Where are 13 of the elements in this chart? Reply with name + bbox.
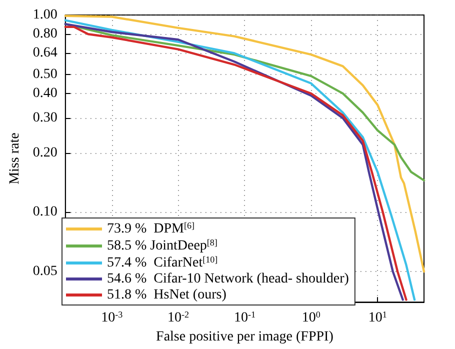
legend-label: 54.6 % Cifar-10 Network (head- shoulder) — [107, 272, 350, 286]
y-tick-label: 0.64 — [32, 46, 58, 61]
y-tick-label: 0.10 — [32, 204, 58, 220]
y-tick-label: 0.80 — [32, 26, 58, 42]
y-tick-label: 1.00 — [32, 8, 58, 22]
x-axis-title: False positive per image (FPPI) — [156, 330, 334, 344]
y-tick-label: 0.50 — [32, 66, 58, 82]
y-tick-label: 0.30 — [32, 110, 58, 126]
y-tick-label: 0.20 — [32, 145, 58, 160]
y-tick-label: 0.40 — [32, 86, 58, 101]
y-tick-label: 0.05 — [32, 264, 58, 280]
y-axis-title: Miss rate — [8, 132, 22, 184]
legend-label: 51.8 % HsNet (ours) — [107, 288, 227, 302]
